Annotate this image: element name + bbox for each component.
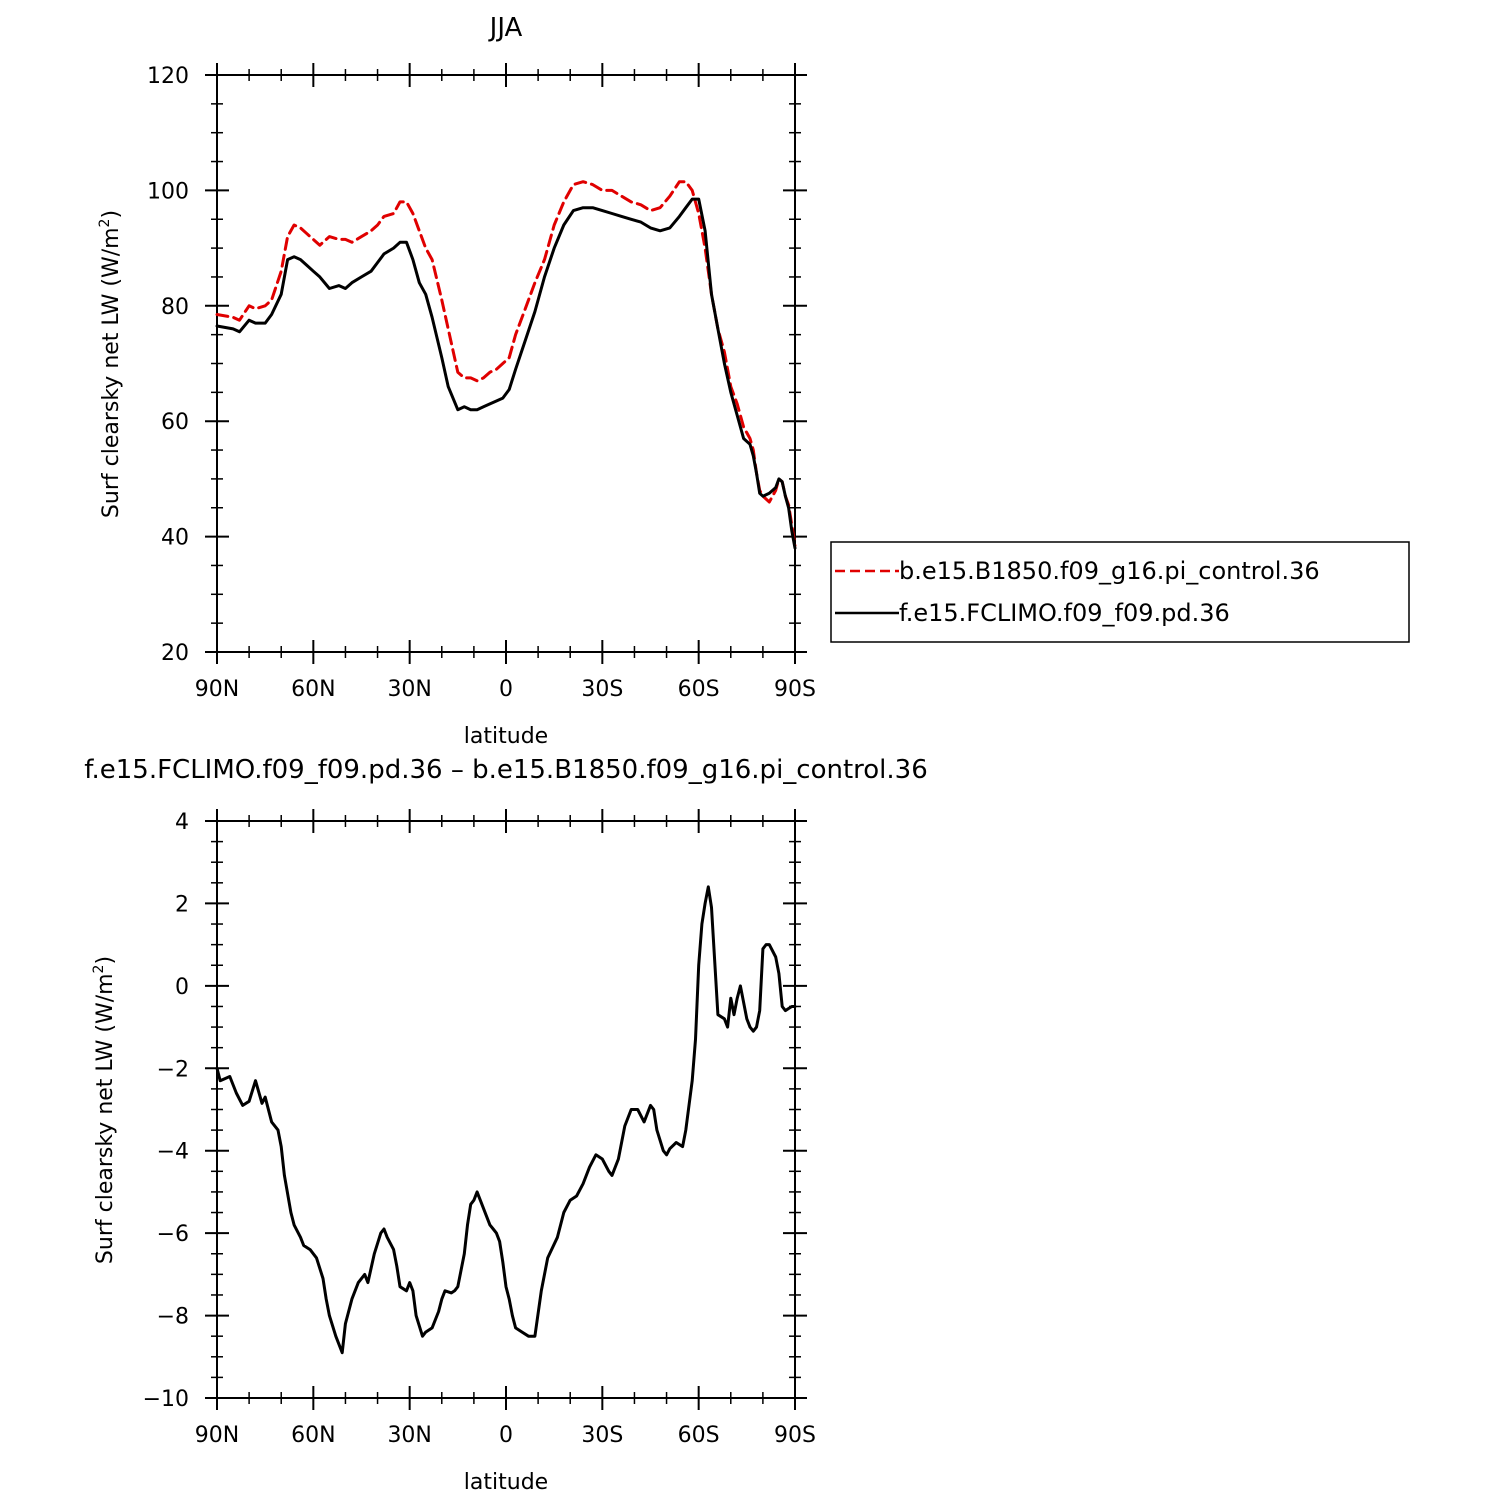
y-axis-label-main: Surf clearsky net LW (W/m	[99, 227, 124, 518]
y-axis-label-close: )	[93, 956, 118, 965]
y-tick-label: 40	[161, 526, 189, 551]
x-tick-label: 0	[499, 677, 513, 702]
x-tick-label: 60N	[291, 1423, 335, 1448]
y-tick-label: −10	[143, 1387, 189, 1412]
x-tick-label: 60S	[678, 677, 720, 702]
x-axis-label: latitude	[464, 724, 548, 749]
x-tick-label: 30S	[581, 1423, 623, 1448]
bottom-panel: f.e15.FCLIMO.f09_f09.pd.36 – b.e15.B1850…	[84, 755, 928, 1495]
plot-frame	[216, 820, 796, 1399]
legend-box	[830, 541, 1410, 643]
legend-label-series-2: f.e15.FCLIMO.f09_f09.pd.36	[899, 599, 1230, 627]
y-tick-label: 120	[147, 64, 189, 89]
x-tick-label: 30S	[581, 677, 623, 702]
y-tick-label: 4	[175, 810, 189, 835]
x-tick-label: 90N	[195, 1423, 239, 1448]
y-axis-label: Surf clearsky net LW (W/m2)	[97, 210, 124, 518]
legend-label-series-1: b.e15.B1850.f09_g16.pi_control.36	[899, 557, 1320, 585]
plot-frame	[216, 74, 796, 653]
y-tick-label: 2	[175, 892, 189, 917]
x-tick-label: 60S	[678, 1423, 720, 1448]
y-tick-label: −2	[157, 1057, 189, 1082]
x-tick-label: 30N	[387, 677, 431, 702]
y-axis-label-sup: 2	[97, 219, 113, 228]
legend: b.e15.B1850.f09_g16.pi_control.36 f.e15.…	[830, 541, 1410, 643]
y-axis-label: Surf clearsky net LW (W/m2)	[91, 956, 118, 1264]
x-tick-label: 60N	[291, 677, 335, 702]
x-tick-label: 90N	[195, 677, 239, 702]
series-line-2	[215, 197, 797, 550]
x-axis-label: latitude	[464, 1470, 548, 1495]
x-tick-label: 0	[499, 1423, 513, 1448]
y-tick-label: 20	[161, 641, 189, 666]
x-tick-label: 90S	[774, 1423, 816, 1448]
y-tick-label: −6	[157, 1222, 189, 1247]
y-tick-label: 80	[161, 295, 189, 320]
x-tick-label: 30N	[387, 1423, 431, 1448]
y-axis-label-close: )	[99, 210, 124, 219]
y-tick-label: 100	[147, 179, 189, 204]
y-tick-label: −4	[157, 1140, 189, 1165]
y-tick-label: 0	[175, 975, 189, 1000]
y-tick-label: 60	[161, 410, 189, 435]
chart-title: JJA	[488, 13, 523, 43]
y-axis-label-sup: 2	[91, 965, 107, 974]
top-panel: JJA 90N 60N 30N 0 30S 60S 90S 20 40 60 80 100 120 la…	[97, 13, 1410, 749]
series-line-1	[215, 885, 797, 1355]
series-line-1	[215, 180, 797, 547]
y-axis-label-main: Surf clearsky net LW (W/m	[93, 973, 118, 1264]
x-tick-label: 90S	[774, 677, 816, 702]
chart-title: f.e15.FCLIMO.f09_f09.pd.36 – b.e15.B1850…	[84, 755, 928, 785]
y-tick-label: −8	[157, 1305, 189, 1330]
